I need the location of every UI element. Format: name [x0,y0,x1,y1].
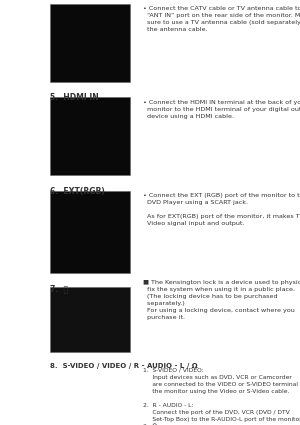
Text: • Connect the HDMI IN terminal at the back of your
  monitor to the HDMI termina: • Connect the HDMI IN terminal at the ba… [143,100,300,119]
Text: 1.  S-VIDEO / VIDEO:
     Input devices such as DVD, VCR or Camcorder
     are c: 1. S-VIDEO / VIDEO: Input devices such a… [143,368,300,425]
Text: • Connect the CATV cable or TV antenna cable to the
  “ANT IN” port on the rear : • Connect the CATV cable or TV antenna c… [143,6,300,32]
Text: 8.  S-VIDEO / VIDEO / R - AUDIO - L / Ω: 8. S-VIDEO / VIDEO / R - AUDIO - L / Ω [50,363,198,369]
Text: 6.  EXT(RGB): 6. EXT(RGB) [50,187,105,196]
Text: 5.  HDMI IN: 5. HDMI IN [50,93,99,102]
Bar [50,97,130,175]
Bar [50,287,130,352]
Bar [50,191,130,273]
Text: 7.  🔒: 7. 🔒 [50,284,68,293]
Bar [50,4,130,82]
Text: • Connect the EXT (RGB) port of the monitor to the
  DVD Player using a SCART ja: • Connect the EXT (RGB) port of the moni… [143,193,300,226]
Text: ■ The Kensington lock is a device used to physically
  fix the system when using: ■ The Kensington lock is a device used t… [143,280,300,320]
